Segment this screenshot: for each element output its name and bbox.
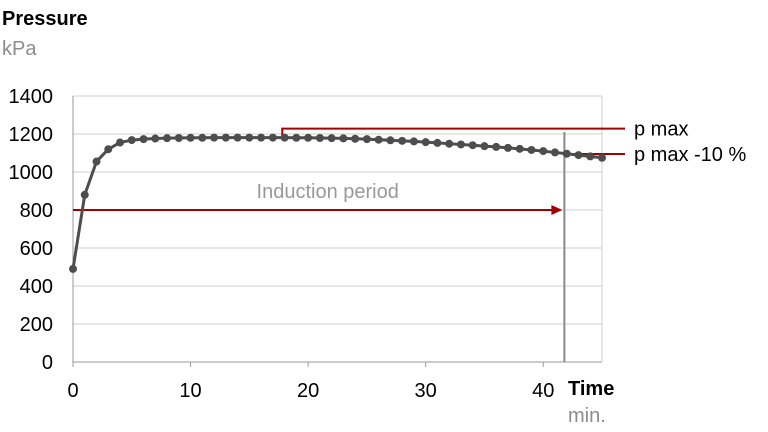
x-tick-label: 10	[179, 380, 201, 402]
x-tick-label: 20	[297, 380, 319, 402]
data-point	[574, 151, 583, 160]
data-point	[233, 133, 242, 142]
x-tick-labels: 0 10 20 30 40	[67, 380, 554, 402]
y-axis-title: Pressure	[2, 8, 88, 30]
data-point	[104, 145, 113, 154]
data-point	[539, 147, 548, 156]
data-point	[339, 134, 348, 143]
series-line	[71, 136, 603, 270]
x-axis-unit: min.	[568, 405, 606, 427]
y-tick-label: 1400	[9, 86, 54, 108]
data-point	[327, 134, 336, 143]
data-point	[92, 157, 101, 166]
y-axis-unit: kPa	[2, 38, 37, 60]
data-point	[186, 133, 195, 142]
y-tick-label: 1000	[9, 162, 54, 184]
data-point	[198, 133, 207, 142]
data-point	[116, 138, 125, 147]
data-point	[351, 134, 360, 143]
data-point	[163, 134, 172, 143]
data-point	[362, 135, 371, 144]
data-point	[139, 135, 148, 144]
induction-label: Induction period	[257, 181, 399, 203]
x-tick-label: 30	[415, 380, 437, 402]
pmax-label: p max	[634, 119, 688, 141]
x-axis-title: Time	[568, 378, 615, 400]
data-point	[468, 141, 477, 150]
x-tick-label: 0	[67, 380, 78, 402]
data-point	[304, 133, 313, 142]
data-point	[210, 133, 219, 142]
annotations: p max p max -10 % Induction period	[73, 119, 746, 362]
data-point	[257, 133, 266, 142]
pmax10-label: p max -10 %	[634, 144, 746, 166]
data-point	[315, 133, 324, 142]
y-tick-labels: 0 200 400 600 800 1000 1200 1400	[9, 86, 54, 374]
induction-arrow-head	[551, 205, 563, 215]
data-point	[386, 136, 395, 145]
y-tick-label: 200	[20, 314, 53, 336]
data-point	[374, 135, 383, 144]
y-tick-label: 1200	[9, 124, 54, 146]
data-point	[398, 136, 407, 145]
data-point	[515, 144, 524, 153]
data-point	[598, 153, 606, 162]
data-point	[151, 134, 160, 143]
data-point	[245, 133, 254, 142]
data-point	[280, 133, 289, 142]
series-pressure	[69, 133, 606, 273]
data-point	[492, 142, 501, 151]
y-tick-label: 800	[20, 200, 53, 222]
data-point	[292, 133, 301, 142]
data-point	[480, 142, 489, 151]
x-tick-label: 40	[532, 380, 554, 402]
data-point	[268, 133, 277, 142]
data-point	[456, 140, 465, 149]
data-point	[586, 152, 595, 161]
data-point	[421, 138, 430, 147]
data-point	[127, 136, 136, 145]
data-point	[527, 145, 536, 154]
data-point	[174, 133, 183, 142]
data-point	[409, 137, 418, 146]
data-point	[221, 133, 230, 142]
data-point	[445, 139, 454, 148]
data-point	[562, 149, 571, 158]
data-point	[80, 190, 89, 199]
data-point	[433, 138, 442, 147]
y-tick-label: 0	[42, 352, 53, 374]
y-tick-label: 600	[20, 238, 53, 260]
y-tick-label: 400	[20, 276, 53, 298]
data-point	[503, 143, 512, 152]
data-point	[550, 148, 559, 157]
data-point	[69, 264, 77, 273]
